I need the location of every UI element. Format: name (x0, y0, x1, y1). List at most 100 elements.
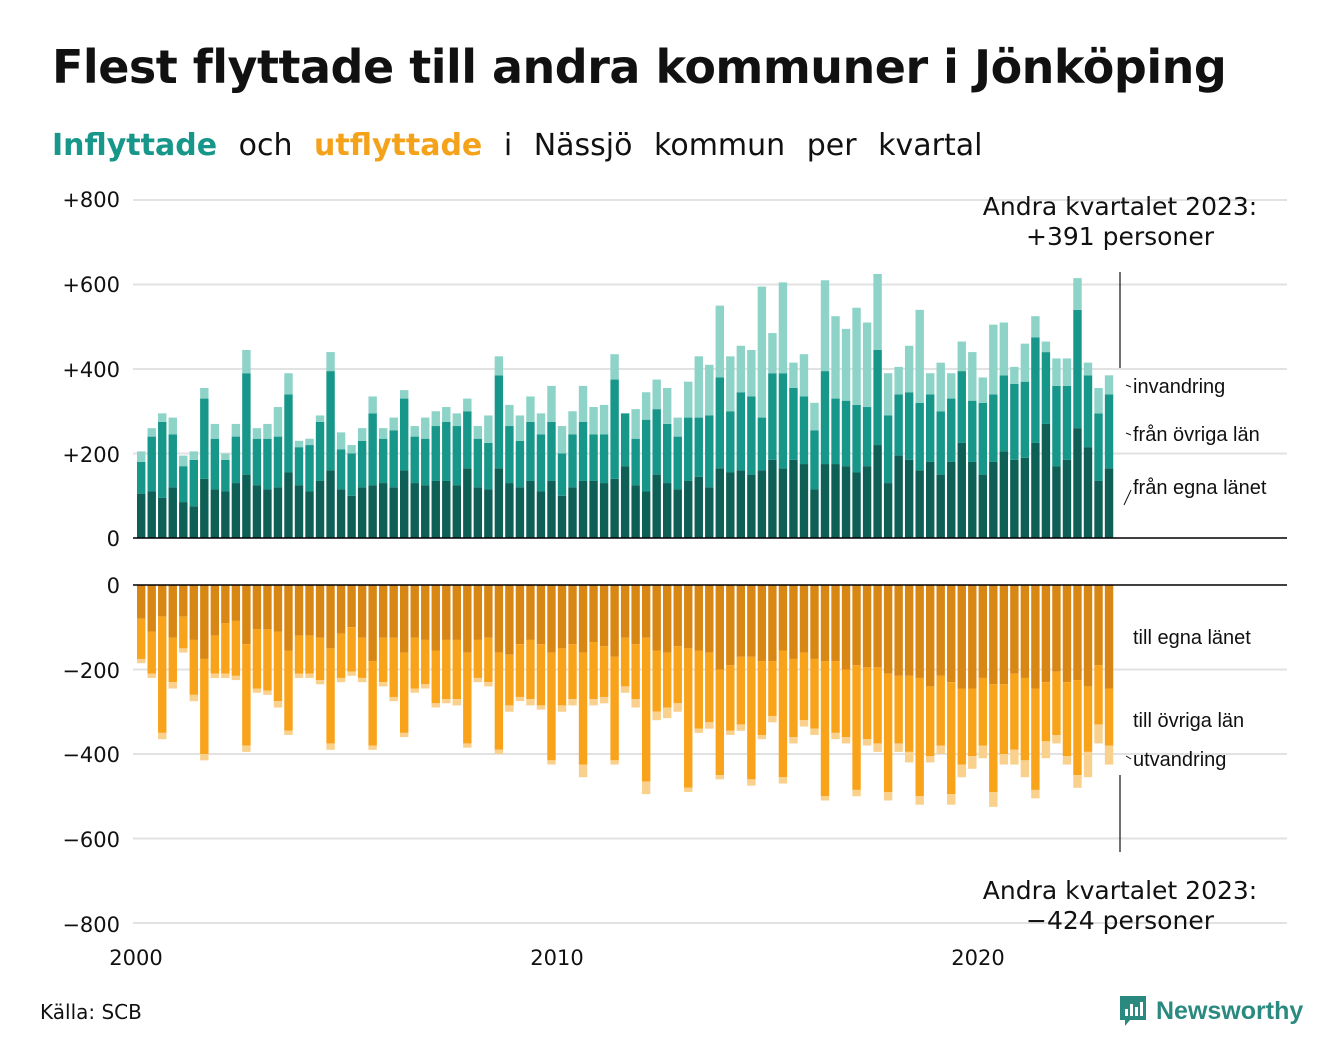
bar-emigration (610, 760, 619, 765)
bar-emigration (999, 754, 1009, 765)
bar-out-other-counties (873, 667, 882, 744)
subtitle-word: per (806, 128, 857, 163)
bar-out-own-county (936, 585, 945, 676)
bar-immigration (242, 349, 251, 374)
bar-in-other-counties (294, 447, 304, 486)
bar-in-other-counties (231, 436, 241, 484)
bar-emigration (147, 673, 156, 678)
bar-immigration (715, 305, 724, 378)
bar-out-own-county (378, 585, 388, 638)
bar-immigration (915, 309, 924, 403)
bar-in-own-county (421, 485, 430, 538)
bar-in-own-county (957, 442, 966, 538)
bar-in-own-county (631, 485, 640, 538)
bar-out-other-counties (641, 637, 651, 782)
bar-out-own-county (410, 585, 419, 638)
bar-emigration (242, 745, 251, 752)
bar-in-own-county (641, 491, 651, 538)
bar-out-own-county (473, 585, 483, 640)
bar-out-own-county (957, 585, 966, 689)
bar-in-own-county (315, 480, 325, 538)
bar-in-other-counties (610, 379, 619, 479)
bar-out-own-county (431, 585, 440, 651)
bar-out-own-county (526, 585, 535, 640)
bar-immigration (147, 428, 156, 437)
bar-immigration (852, 307, 861, 405)
bar-immigration (883, 373, 893, 416)
bar-out-other-counties (315, 637, 325, 681)
bar-in-other-counties (936, 411, 945, 475)
bar-out-own-county (589, 585, 598, 643)
bar-in-own-county (810, 489, 819, 538)
bar-out-own-county (147, 585, 156, 632)
bar-in-own-county (894, 455, 903, 538)
bar-in-other-counties (505, 426, 514, 484)
bar-out-own-county (158, 585, 167, 617)
bar-out-other-counties (442, 639, 451, 700)
bar-emigration (189, 694, 198, 702)
bar-out-own-county (989, 585, 998, 685)
bar-emigration (1104, 745, 1114, 765)
bar-in-own-county (1041, 423, 1051, 538)
subtitle-word: i (503, 128, 513, 163)
bar-out-other-counties (326, 648, 335, 744)
bar-out-own-county (463, 585, 472, 653)
bar-out-other-counties (494, 652, 504, 750)
bar-immigration (179, 455, 188, 467)
bar-out-own-county (421, 585, 430, 640)
bar-out-other-counties (778, 650, 788, 778)
bar-out-other-counties (883, 673, 893, 793)
bar-immigration (421, 417, 430, 439)
bar-immigration (536, 413, 546, 435)
bar-immigration (1062, 358, 1072, 386)
bar-immigration (442, 407, 451, 422)
bar-emigration (904, 751, 914, 763)
bar-out-own-county (789, 585, 798, 659)
bar-out-own-county (389, 585, 398, 638)
bar-in-other-counties (410, 436, 419, 484)
bar-emigration (705, 722, 714, 729)
bar-out-other-counties (620, 637, 630, 687)
bar-emigration (326, 743, 335, 750)
bar-out-own-county (799, 585, 809, 653)
bar-immigration (1073, 278, 1082, 310)
subtitle-outflow-word: utflyttade (314, 128, 483, 163)
bar-immigration (673, 417, 682, 437)
bar-emigration (768, 715, 777, 723)
bar-out-other-counties (421, 639, 430, 685)
bar-out-other-counties (221, 623, 230, 674)
bar-emigration (978, 745, 987, 759)
bar-out-own-county (1010, 585, 1019, 674)
series-label-immigration: invandring (1133, 376, 1225, 398)
bar-in-own-county (852, 472, 861, 538)
bar-in-own-county (536, 491, 546, 538)
bar-immigration (326, 352, 335, 372)
y-tick-label: −200 (62, 659, 120, 683)
bar-immigration (557, 426, 567, 454)
label-leader-line (1125, 384, 1132, 388)
bar-in-own-county (389, 487, 398, 538)
bar-in-other-counties (336, 449, 346, 490)
bar-emigration (536, 705, 546, 710)
bar-in-other-counties (1010, 383, 1019, 460)
bar-in-own-county (820, 464, 830, 538)
bar-in-other-counties (578, 421, 588, 481)
bar-in-other-counties (694, 417, 703, 477)
bar-in-own-county (1104, 468, 1114, 538)
bar-in-own-county (1020, 457, 1030, 538)
bar-out-own-county (873, 585, 882, 668)
bar-out-own-county (778, 585, 788, 651)
bar-in-own-county (242, 474, 251, 538)
bar-immigration (473, 426, 483, 439)
bar-immigration (284, 373, 293, 395)
bar-immigration (273, 407, 283, 437)
bar-out-other-counties (589, 642, 598, 700)
y-tick-label: +400 (62, 358, 120, 382)
bar-immigration (947, 373, 956, 399)
bar-immigration (1041, 341, 1051, 353)
bar-emigration (589, 699, 598, 706)
bar-out-other-counties (989, 684, 998, 793)
bar-emigration (736, 724, 746, 731)
bar-out-other-counties (378, 637, 388, 683)
bar-out-other-counties (915, 677, 924, 797)
